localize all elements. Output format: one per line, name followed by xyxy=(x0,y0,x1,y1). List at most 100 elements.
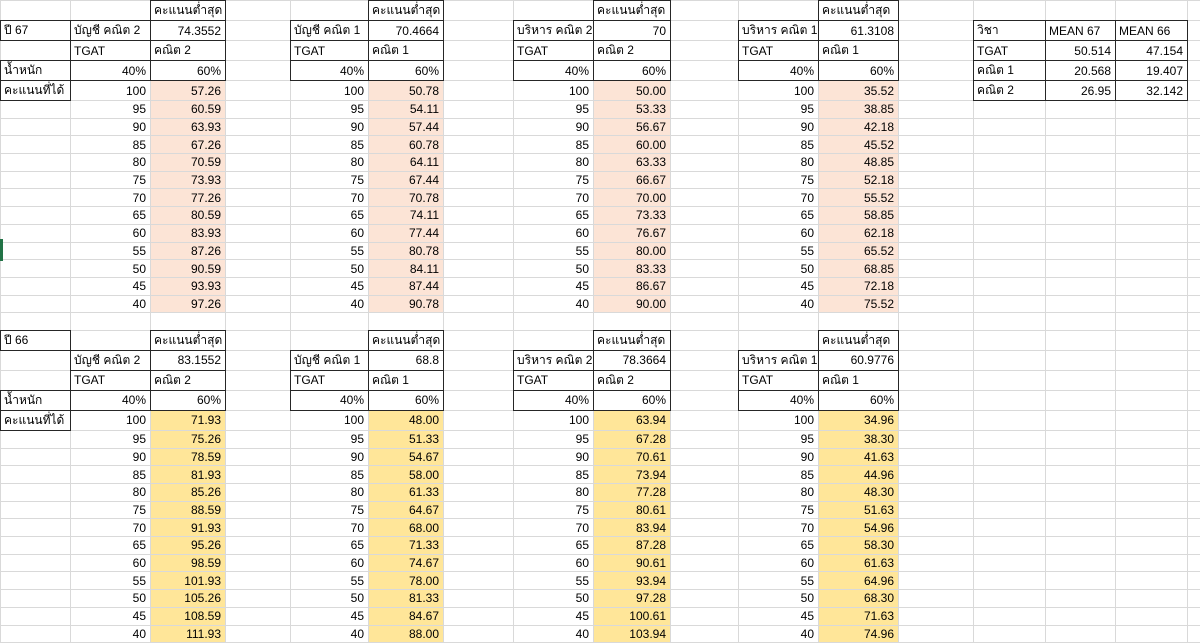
cell[interactable] xyxy=(226,81,291,101)
cell[interactable] xyxy=(1188,136,1200,154)
cell[interactable] xyxy=(1046,537,1116,555)
score-step[interactable]: 60 xyxy=(514,554,594,572)
score-step[interactable]: 50 xyxy=(514,260,594,278)
tgat-label[interactable]: TGAT xyxy=(71,41,151,61)
min-score-value[interactable]: 70 xyxy=(594,21,671,41)
cell[interactable] xyxy=(226,21,291,41)
cell[interactable] xyxy=(226,295,291,313)
converted-score[interactable]: 81.93 xyxy=(151,466,226,484)
cell[interactable] xyxy=(671,224,739,242)
tgat-weight[interactable]: 40% xyxy=(514,390,594,410)
cell[interactable] xyxy=(1116,370,1188,390)
cell[interactable] xyxy=(444,625,514,643)
score-step[interactable]: 75 xyxy=(291,171,369,189)
cell[interactable] xyxy=(671,430,739,448)
cell[interactable] xyxy=(1116,572,1188,590)
cell[interactable] xyxy=(291,313,369,331)
program-name[interactable]: บัญชี คณิต 2 xyxy=(71,21,151,41)
converted-score[interactable]: 60.00 xyxy=(594,136,671,154)
score-step[interactable]: 80 xyxy=(739,484,819,502)
cell[interactable] xyxy=(444,41,514,61)
program-name[interactable]: บัญชี คณิต 1 xyxy=(291,21,369,41)
min-score-value[interactable]: 61.3108 xyxy=(819,21,899,41)
cell[interactable] xyxy=(671,350,739,370)
cell[interactable] xyxy=(444,590,514,608)
cell[interactable] xyxy=(899,390,974,410)
cell[interactable] xyxy=(291,1,369,21)
cell[interactable] xyxy=(1,537,71,555)
cell[interactable] xyxy=(974,537,1046,555)
cell[interactable] xyxy=(1046,118,1116,136)
score-step[interactable]: 100 xyxy=(291,410,369,430)
converted-score[interactable]: 90.61 xyxy=(594,554,671,572)
cell[interactable] xyxy=(1,154,71,172)
cell[interactable] xyxy=(671,572,739,590)
converted-score[interactable]: 55.52 xyxy=(819,189,899,207)
min-score-label[interactable]: คะแนนต่ำสุด xyxy=(369,1,444,21)
cell[interactable] xyxy=(974,590,1046,608)
cell[interactable] xyxy=(739,330,819,350)
cell[interactable] xyxy=(1,607,71,625)
score-step[interactable]: 40 xyxy=(291,295,369,313)
score-step[interactable]: 55 xyxy=(739,242,819,260)
weight-row-label[interactable]: น้ำหนัก xyxy=(1,61,71,81)
cell[interactable] xyxy=(974,519,1046,537)
cell[interactable] xyxy=(444,136,514,154)
cell[interactable] xyxy=(671,390,739,410)
cell[interactable] xyxy=(1116,519,1188,537)
cell[interactable] xyxy=(444,224,514,242)
cell[interactable] xyxy=(1116,466,1188,484)
subject-weight[interactable]: 60% xyxy=(151,390,226,410)
score-step[interactable]: 80 xyxy=(514,154,594,172)
converted-score[interactable]: 54.11 xyxy=(369,101,444,119)
score-step[interactable]: 55 xyxy=(514,572,594,590)
cell[interactable] xyxy=(1116,136,1188,154)
cell[interactable] xyxy=(1,554,71,572)
cell[interactable] xyxy=(1,207,71,225)
cell[interactable] xyxy=(1188,61,1200,81)
converted-score[interactable]: 80.78 xyxy=(369,242,444,260)
converted-score[interactable]: 48.30 xyxy=(819,484,899,502)
converted-score[interactable]: 56.67 xyxy=(594,118,671,136)
cell[interactable] xyxy=(1046,350,1116,370)
cell[interactable] xyxy=(1116,410,1188,430)
score-step[interactable]: 75 xyxy=(71,501,151,519)
score-step[interactable]: 100 xyxy=(291,81,369,101)
cell[interactable] xyxy=(1188,260,1200,278)
converted-score[interactable]: 76.67 xyxy=(594,224,671,242)
converted-score[interactable]: 73.94 xyxy=(594,466,671,484)
cell[interactable] xyxy=(444,189,514,207)
cell[interactable] xyxy=(1,101,71,119)
min-score-label[interactable]: คะแนนต่ำสุด xyxy=(594,1,671,21)
score-step[interactable]: 65 xyxy=(739,207,819,225)
converted-score[interactable]: 108.59 xyxy=(151,607,226,625)
cell[interactable] xyxy=(444,501,514,519)
score-step[interactable]: 95 xyxy=(514,430,594,448)
cell[interactable] xyxy=(444,1,514,21)
score-step[interactable]: 55 xyxy=(739,572,819,590)
cell[interactable] xyxy=(226,572,291,590)
tgat-label[interactable]: TGAT xyxy=(291,41,369,61)
converted-score[interactable]: 45.52 xyxy=(819,136,899,154)
program-name[interactable]: บัญชี คณิต 1 xyxy=(291,350,369,370)
score-step[interactable]: 90 xyxy=(739,118,819,136)
cell[interactable] xyxy=(899,448,974,466)
score-step[interactable]: 100 xyxy=(739,81,819,101)
cell[interactable] xyxy=(444,101,514,119)
cell[interactable] xyxy=(974,101,1046,119)
cell[interactable] xyxy=(671,537,739,555)
cell[interactable] xyxy=(899,519,974,537)
score-step[interactable]: 80 xyxy=(71,484,151,502)
cell[interactable] xyxy=(226,61,291,81)
cell[interactable] xyxy=(671,171,739,189)
converted-score[interactable]: 71.63 xyxy=(819,607,899,625)
converted-score[interactable]: 71.33 xyxy=(369,537,444,555)
cell[interactable] xyxy=(226,390,291,410)
score-step[interactable]: 45 xyxy=(739,607,819,625)
cell[interactable] xyxy=(1188,390,1200,410)
score-step[interactable]: 70 xyxy=(739,189,819,207)
cell[interactable] xyxy=(1188,572,1200,590)
score-step[interactable]: 100 xyxy=(739,410,819,430)
cell[interactable] xyxy=(226,277,291,295)
cell[interactable] xyxy=(899,154,974,172)
